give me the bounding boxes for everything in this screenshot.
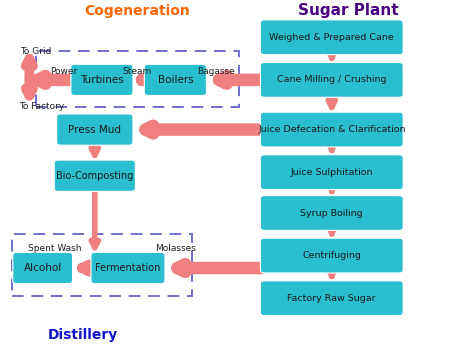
Text: Bio-Composting: Bio-Composting <box>56 171 134 181</box>
Bar <box>12 234 192 296</box>
Text: Cane Milling / Crushing: Cane Milling / Crushing <box>277 75 387 84</box>
FancyBboxPatch shape <box>261 112 403 147</box>
FancyBboxPatch shape <box>261 196 403 230</box>
Text: Power: Power <box>50 66 78 76</box>
Text: Steam: Steam <box>123 66 152 76</box>
Text: Weighed & Prepared Cane: Weighed & Prepared Cane <box>269 33 394 42</box>
FancyBboxPatch shape <box>261 281 403 316</box>
Text: Alcohol: Alcohol <box>24 263 62 273</box>
Text: Bagasse: Bagasse <box>197 66 235 76</box>
Text: Sugar Plant: Sugar Plant <box>298 3 399 18</box>
Text: Fermentation: Fermentation <box>95 263 161 273</box>
Text: To Factory: To Factory <box>19 102 64 111</box>
Bar <box>36 51 239 106</box>
FancyBboxPatch shape <box>261 155 403 190</box>
Text: Factory Raw Sugar: Factory Raw Sugar <box>288 294 376 303</box>
FancyBboxPatch shape <box>144 64 206 95</box>
FancyBboxPatch shape <box>261 238 403 273</box>
Text: Boilers: Boilers <box>157 75 193 85</box>
Text: Centrifuging: Centrifuging <box>302 251 361 260</box>
Text: Turbines: Turbines <box>80 75 124 85</box>
FancyBboxPatch shape <box>71 64 133 95</box>
FancyBboxPatch shape <box>91 252 165 284</box>
FancyBboxPatch shape <box>261 62 403 97</box>
Text: To Grid: To Grid <box>20 47 52 56</box>
Text: Juice Defecation & Clarification: Juice Defecation & Clarification <box>258 125 406 134</box>
Text: Cogeneration: Cogeneration <box>84 4 191 18</box>
Text: Molasses: Molasses <box>155 244 196 253</box>
Text: Distillery: Distillery <box>48 328 118 343</box>
FancyBboxPatch shape <box>55 160 136 191</box>
Text: Juice Sulphitation: Juice Sulphitation <box>291 168 373 177</box>
FancyBboxPatch shape <box>13 252 73 284</box>
Text: Press Mud: Press Mud <box>68 125 121 135</box>
FancyBboxPatch shape <box>261 20 403 55</box>
Text: Syrup Boiling: Syrup Boiling <box>301 208 363 218</box>
Text: Spent Wash: Spent Wash <box>28 244 81 253</box>
FancyBboxPatch shape <box>57 114 133 145</box>
